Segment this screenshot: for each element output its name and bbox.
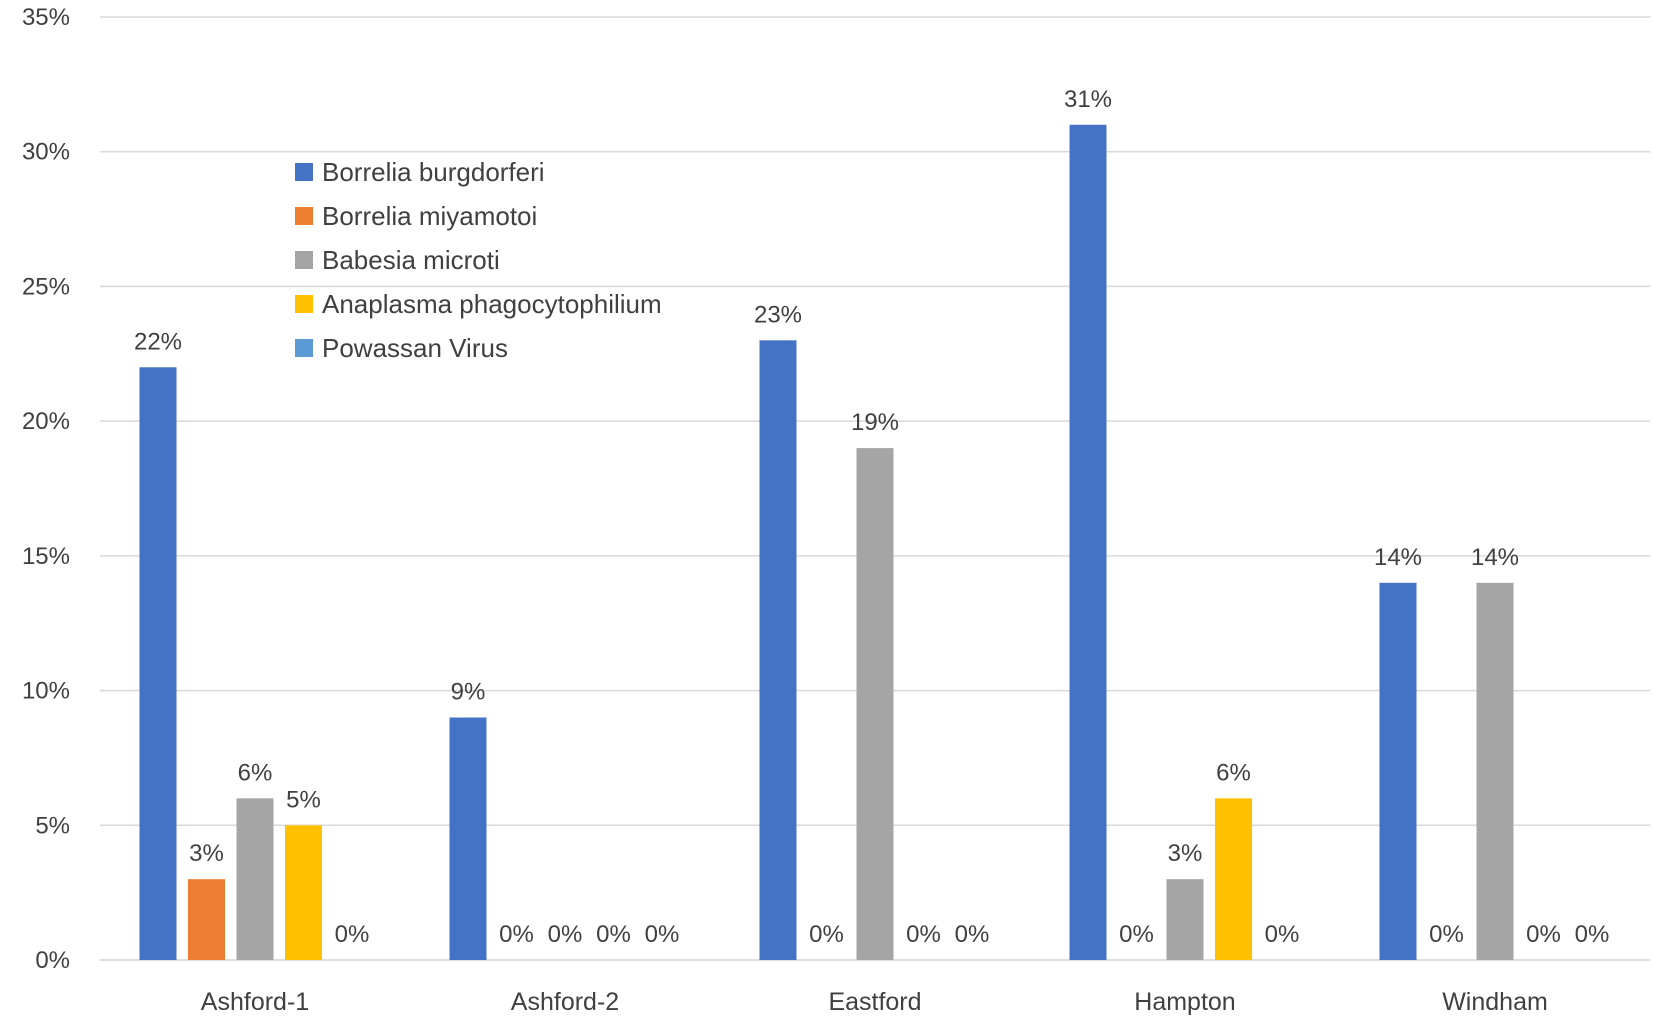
- bar: [449, 717, 487, 960]
- legend-label: Anaplasma phagocytophilium: [322, 289, 662, 319]
- data-label: 0%: [596, 921, 631, 948]
- bar: [139, 367, 177, 960]
- legend-swatch: [295, 339, 313, 357]
- legend-label: Borrelia miyamotoi: [322, 201, 537, 231]
- y-axis-ticks: 0% 5% 10% 15% 20% 25% 30% 35%: [22, 4, 70, 974]
- bar: [285, 825, 322, 960]
- data-label: 31%: [1064, 86, 1112, 113]
- bars: [139, 124, 1514, 961]
- bar: [236, 798, 274, 960]
- y-tick-label: 35%: [22, 4, 70, 31]
- x-axis-categories: Ashford-1 Ashford-2 Eastford Hampton Windham: [201, 988, 1548, 1016]
- y-tick-label: 0%: [35, 947, 70, 974]
- legend-swatch: [295, 163, 313, 181]
- y-tick-label: 5%: [35, 812, 70, 839]
- legend: Borrelia burgdorferi Borrelia miyamotoi Ba…: [295, 157, 662, 363]
- data-label: 6%: [238, 759, 273, 786]
- bar: [1166, 879, 1204, 960]
- y-tick-label: 15%: [22, 543, 70, 570]
- data-label: 0%: [1119, 921, 1154, 948]
- bar: [1069, 124, 1107, 961]
- data-label: 0%: [1526, 921, 1561, 948]
- data-label: 0%: [1265, 921, 1300, 948]
- y-tick-label: 10%: [22, 678, 70, 705]
- bar: [188, 879, 225, 960]
- x-category-label: Ashford-1: [201, 988, 309, 1016]
- data-label: 14%: [1374, 544, 1422, 571]
- data-label: 23%: [754, 301, 802, 328]
- data-label: 5%: [286, 786, 321, 813]
- x-category-label: Windham: [1442, 988, 1548, 1016]
- data-label: 0%: [906, 921, 941, 948]
- data-label: 0%: [955, 921, 990, 948]
- legend-swatch: [295, 295, 313, 313]
- bar: [1215, 798, 1252, 960]
- data-label: 3%: [189, 840, 224, 867]
- data-label: 0%: [645, 921, 680, 948]
- data-label: 14%: [1471, 544, 1519, 571]
- y-tick-label: 25%: [22, 273, 70, 300]
- legend-label: Babesia microti: [322, 245, 500, 275]
- data-label: 9%: [451, 679, 486, 706]
- bar: [759, 340, 797, 960]
- bar: [1476, 582, 1514, 960]
- data-label: 6%: [1216, 759, 1251, 786]
- data-label: 3%: [1168, 840, 1203, 867]
- legend-swatch: [295, 207, 313, 225]
- y-tick-label: 20%: [22, 408, 70, 435]
- data-label: 19%: [851, 409, 899, 436]
- legend-label: Borrelia burgdorferi: [322, 157, 545, 187]
- x-category-label: Hampton: [1134, 988, 1235, 1016]
- data-labels: 22% 3% 6% 5% 0% 9% 0% 0% 0% 0% 23% 0% 19% 0% 0% 31% 0% 3%…: [134, 86, 1609, 948]
- data-label: 0%: [499, 921, 534, 948]
- bar: [1379, 582, 1417, 960]
- x-category-label: Eastford: [828, 988, 921, 1016]
- data-label: 0%: [335, 921, 370, 948]
- bar: [856, 448, 894, 960]
- legend-swatch: [295, 251, 313, 269]
- x-category-label: Ashford-2: [511, 988, 619, 1016]
- data-label: 0%: [1429, 921, 1464, 948]
- data-label: 0%: [548, 921, 583, 948]
- y-tick-label: 30%: [22, 139, 70, 166]
- legend-label: Powassan Virus: [322, 333, 508, 363]
- data-label: 0%: [1575, 921, 1610, 948]
- data-label: 0%: [809, 921, 844, 948]
- data-label: 22%: [134, 328, 182, 355]
